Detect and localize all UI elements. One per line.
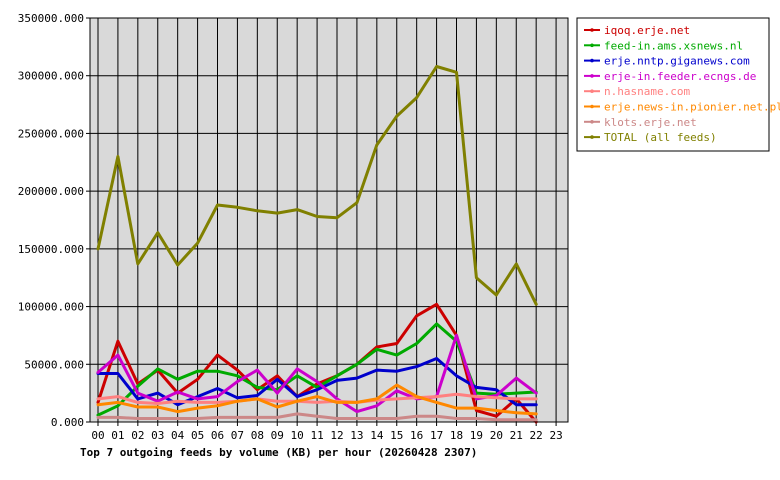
legend: iqoq.erje.net feed-in.ams.xsnews.nl erje.n… <box>576 17 780 152</box>
legend-marker <box>590 120 594 124</box>
x-axis: 00 01 02 03 04 05 06 07 08 09 10 11 12 13 14 15 16 17 18 19… <box>91 422 563 442</box>
legend-label: erje.nntp.giganews.com <box>604 55 750 68</box>
x-tick-label: 12 <box>330 429 343 442</box>
legend-marker <box>590 28 594 32</box>
y-tick-label: 50000.000 <box>24 358 84 371</box>
legend-marker <box>590 89 594 93</box>
x-tick-label: 15 <box>390 429 403 442</box>
x-tick-label: 18 <box>450 429 463 442</box>
plot-border <box>89 17 569 423</box>
legend-marker <box>590 43 594 48</box>
plot-background <box>90 18 568 422</box>
x-tick-label: 00 <box>91 429 104 442</box>
x-tick-label: 14 <box>370 429 384 442</box>
x-tick-label: 19 <box>470 429 483 442</box>
series-lines <box>96 65 538 424</box>
x-tick-label: 20 <box>490 429 503 442</box>
series-line <box>96 383 538 416</box>
y-tick-label: 100000.000 <box>18 301 84 314</box>
y-tick-label: 150000.000 <box>18 243 84 256</box>
y-tick-label: 0.000 <box>51 416 84 429</box>
legend-marker <box>590 74 594 78</box>
y-tick-label: 350000.000 <box>18 12 84 25</box>
legend-label: erje-in.feeder.ecngs.de <box>604 70 756 83</box>
x-tick-label: 22 <box>530 429 543 442</box>
legend-label: n.hasname.com <box>604 85 690 98</box>
legend-marker <box>590 104 594 109</box>
legend-box <box>576 17 770 152</box>
x-tick-label: 01 <box>111 429 124 442</box>
legend-marker <box>590 135 594 139</box>
legend-label: klots.erje.net <box>604 116 697 129</box>
x-tick-label: 06 <box>211 429 224 442</box>
x-tick-label: 11 <box>310 429 323 442</box>
x-tick-label: 04 <box>171 429 185 442</box>
series-line <box>96 333 538 414</box>
series-line <box>96 392 538 405</box>
series-line <box>96 412 538 422</box>
grid-lines <box>90 17 568 423</box>
x-tick-label: 05 <box>191 429 204 442</box>
x-tick-label: 21 <box>510 429 523 442</box>
x-tick-label: 16 <box>410 429 423 442</box>
legend-label: TOTAL (all feeds) <box>604 131 717 144</box>
legend-label: erje.news-in.pionier.net.pl <box>604 101 780 114</box>
x-tick-label: 02 <box>131 429 144 442</box>
y-tick-label: 200000.000 <box>18 185 84 198</box>
y-axis: 0.000 50000.000 100000.000 150000.000 200000… <box>18 12 90 429</box>
x-tick-label: 10 <box>291 429 304 442</box>
x-tick-label: 03 <box>151 429 164 442</box>
y-tick-label: 250000.000 <box>18 127 84 140</box>
x-tick-label: 17 <box>430 429 443 442</box>
chart-title: Top 7 outgoing feeds by volume (KB) per … <box>80 446 477 459</box>
legend-label: feed-in.ams.xsnews.nl <box>604 39 743 52</box>
series-line <box>96 65 538 306</box>
x-tick-label: 08 <box>251 429 264 442</box>
x-tick-label: 07 <box>231 429 244 442</box>
x-tick-label: 23 <box>549 429 562 442</box>
legend-marker <box>590 58 594 63</box>
x-tick-label: 13 <box>350 429 363 442</box>
y-tick-label: 300000.000 <box>18 70 84 83</box>
x-tick-label: 09 <box>271 429 284 442</box>
legend-label: iqoq.erje.net <box>604 24 690 37</box>
